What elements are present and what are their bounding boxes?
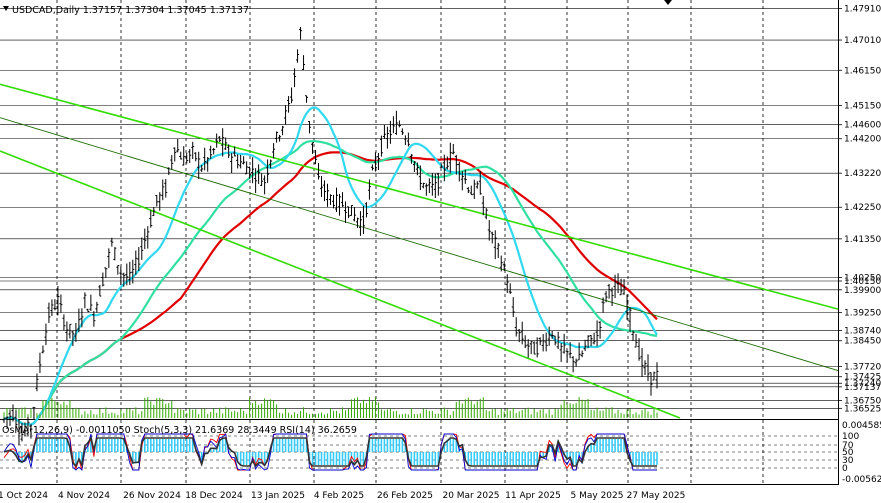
time-tick-label: 20 Mar 2025 xyxy=(442,491,499,501)
time-tick-label: 1 Oct 2024 xyxy=(0,491,48,501)
time-tick-label: 4 Nov 2024 xyxy=(58,491,110,501)
time-tick-label: 18 Dec 2024 xyxy=(185,491,243,501)
price-tick-label: 1.38450 xyxy=(844,337,881,347)
price-tick-label: 1.44600 xyxy=(844,121,881,131)
time-tick-label: 5 May 2025 xyxy=(571,491,624,501)
price-bars xyxy=(2,26,659,446)
time-tick-label: 27 May 2025 xyxy=(627,491,686,501)
price-tick-label: 1.39250 xyxy=(844,309,881,319)
price-tick-label: 1.42250 xyxy=(844,203,881,213)
price-tick-label: 1.41350 xyxy=(844,235,881,245)
price-tick-label: 1.47910 xyxy=(844,4,881,14)
channel-upper-line xyxy=(0,83,839,310)
price-tick-label: 1.36525 xyxy=(844,404,881,414)
price-tick-label: 1.37240 xyxy=(844,379,881,389)
time-axis: 1 Oct 2024 4 Nov 2024 26 Nov 2024 18 Dec 20… xyxy=(0,491,685,501)
price-tick-label: 1.43220 xyxy=(844,169,881,179)
price-tick-label: 1.36750 xyxy=(844,396,881,406)
osc-tick-label: 70 xyxy=(842,441,854,451)
osc-tick-label: 0.004585 xyxy=(842,421,881,431)
symbol-header: USDCAD,Daily 1.37157 1.37304 1.37045 1.3… xyxy=(12,5,249,16)
volume-bars xyxy=(3,397,658,418)
time-tick-label: 4 Feb 2025 xyxy=(314,491,364,501)
trend-channels xyxy=(0,83,839,419)
price-axis: 1.47910 1.47010 1.46150 1.45150 1.44600 1.442… xyxy=(838,4,881,485)
indicator-header: OsMA(12,26,9) -0.0011050 Stoch(5,3,3) 21… xyxy=(2,425,357,436)
moving-averages xyxy=(3,106,658,426)
price-tick-label: 1.46150 xyxy=(844,66,881,76)
time-tick-label: 26 Nov 2024 xyxy=(123,491,181,501)
price-tick-label: 1.40150 xyxy=(844,277,881,287)
price-tick-label: 1.45150 xyxy=(844,101,881,111)
price-tick-label: 1.37720 xyxy=(844,362,881,372)
price-tick-label: 1.37425 xyxy=(844,373,881,383)
ma-cyan-line xyxy=(3,106,658,426)
grid xyxy=(0,0,838,484)
price-tick-label: 1.38740 xyxy=(844,327,881,337)
price-tick-label: 1.40250 xyxy=(844,273,881,283)
channel-lower-line xyxy=(0,150,681,419)
osc-tick-label: 50 xyxy=(842,448,854,458)
time-tick-label: 13 Jan 2025 xyxy=(251,491,305,501)
ma-green-line xyxy=(3,140,658,426)
price-tick-label: 1.44200 xyxy=(844,135,881,145)
oscillators xyxy=(0,433,838,471)
time-tick-label: 11 Apr 2025 xyxy=(505,491,561,501)
price-tick-label: 1.47010 xyxy=(844,36,881,46)
main-pane xyxy=(0,0,838,418)
rsi-line xyxy=(3,435,657,468)
dropdown-triangle-icon[interactable] xyxy=(3,6,9,11)
channel-middle-line xyxy=(0,117,839,372)
scroll-marker-icon[interactable] xyxy=(664,0,672,5)
price-tick-label: 1.39900 xyxy=(844,286,881,296)
osc-tick-label: -0.00562 xyxy=(842,475,881,485)
osc-tick-label: 30 xyxy=(842,456,854,466)
osc-tick-label: 100 xyxy=(842,432,859,442)
osc-tick-label: 0 xyxy=(842,464,848,474)
time-tick-label: 26 Feb 2025 xyxy=(377,491,433,501)
price-tick-label: 1.37137 xyxy=(844,383,881,393)
